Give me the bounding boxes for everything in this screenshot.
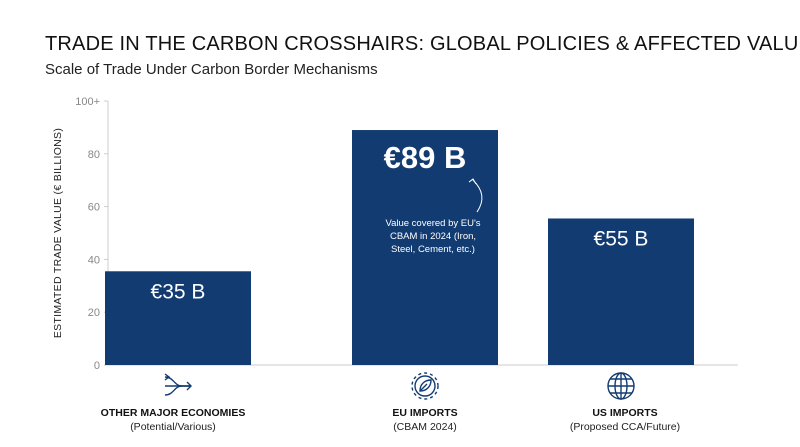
x-category-label: US IMPORTS (Proposed CCA/Future) [525, 406, 725, 434]
y-tick-label: 40 [88, 254, 100, 266]
y-tick-label: 0 [94, 360, 100, 372]
x-category-subtitle: (CBAM 2024) [393, 421, 457, 433]
x-category-subtitle: (Potential/Various) [130, 421, 216, 433]
bar-value-label: €89 B [384, 140, 467, 175]
annotation-text: Steel, Cement, etc.) [391, 244, 475, 255]
chart-title: TRADE IN THE CARBON CROSSHAIRS: GLOBAL P… [45, 33, 800, 55]
bar [548, 218, 694, 365]
y-tick-label: 20 [88, 307, 100, 319]
bar [352, 130, 498, 365]
chart-subtitle: Scale of Trade Under Carbon Border Mecha… [45, 61, 378, 78]
x-category-label: OTHER MAJOR ECONOMIES (Potential/Various) [73, 406, 273, 434]
x-category-name: EU IMPORTS [392, 407, 458, 419]
y-tick-label: 80 [88, 149, 100, 161]
bar-value-label: €55 B [594, 227, 649, 250]
y-tick-label: 100+ [75, 96, 100, 108]
x-category-subtitle: (Proposed CCA/Future) [569, 421, 681, 433]
globe-icon [605, 370, 637, 402]
annotation-text: CBAM in 2024 (Iron, [390, 231, 476, 242]
y-tick-label: 60 [88, 202, 100, 214]
annotation-text: Value covered by EU's [385, 218, 480, 229]
annotation-arrowhead [468, 178, 477, 185]
bar [105, 271, 251, 365]
bar-value-label: €35 B [151, 280, 206, 303]
x-category-name: OTHER MAJOR ECONOMIES [100, 407, 246, 419]
x-category-label: EU IMPORTS (CBAM 2024) [325, 406, 525, 434]
gear-leaf-icon [409, 370, 441, 402]
arrows-merge-icon [162, 370, 194, 402]
x-category-name: US IMPORTS [592, 407, 658, 419]
